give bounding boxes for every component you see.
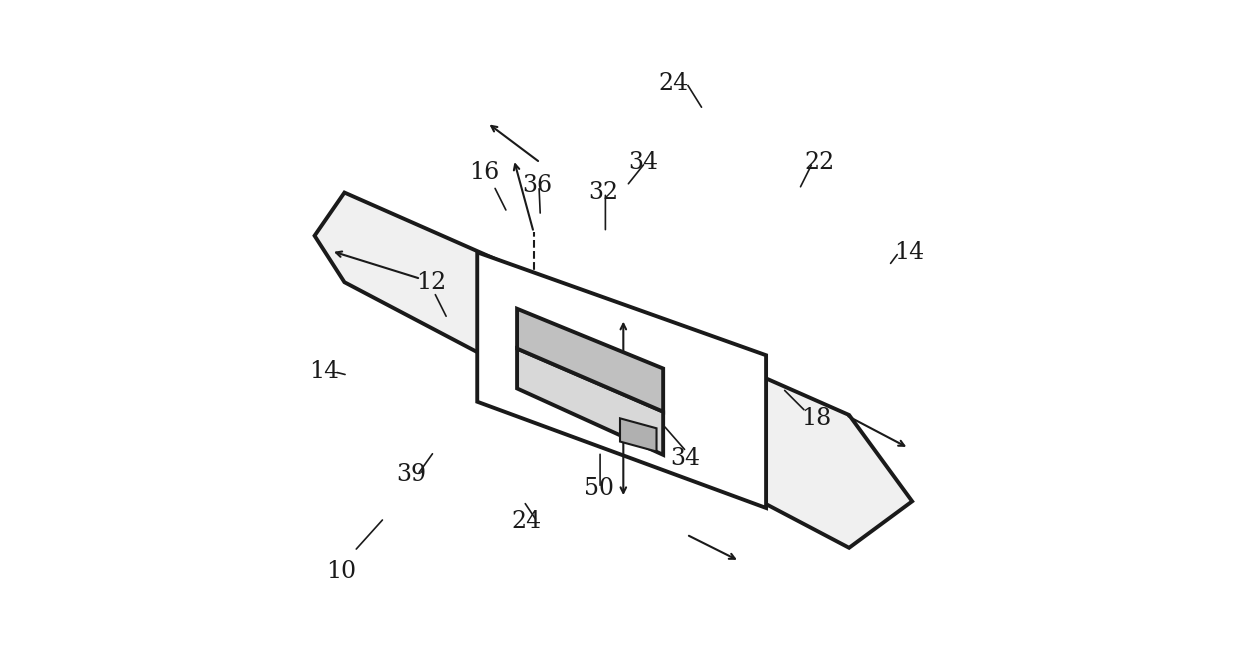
Text: 32: 32 bbox=[588, 181, 619, 204]
Text: 50: 50 bbox=[584, 477, 614, 499]
Text: 34: 34 bbox=[670, 447, 701, 469]
Text: 14: 14 bbox=[894, 241, 924, 264]
Text: 24: 24 bbox=[658, 72, 688, 94]
Text: 34: 34 bbox=[629, 151, 658, 174]
Text: 16: 16 bbox=[469, 161, 498, 184]
Text: 22: 22 bbox=[804, 151, 835, 174]
Polygon shape bbox=[517, 309, 663, 412]
Polygon shape bbox=[477, 252, 766, 508]
Text: 14: 14 bbox=[310, 361, 340, 383]
Text: 12: 12 bbox=[415, 271, 446, 293]
Text: 36: 36 bbox=[522, 175, 552, 197]
Text: 10: 10 bbox=[326, 560, 356, 582]
Polygon shape bbox=[517, 349, 663, 455]
Polygon shape bbox=[315, 193, 913, 548]
Text: 18: 18 bbox=[801, 407, 831, 430]
Text: 24: 24 bbox=[512, 510, 542, 533]
Text: 39: 39 bbox=[396, 463, 425, 486]
Polygon shape bbox=[620, 418, 656, 452]
